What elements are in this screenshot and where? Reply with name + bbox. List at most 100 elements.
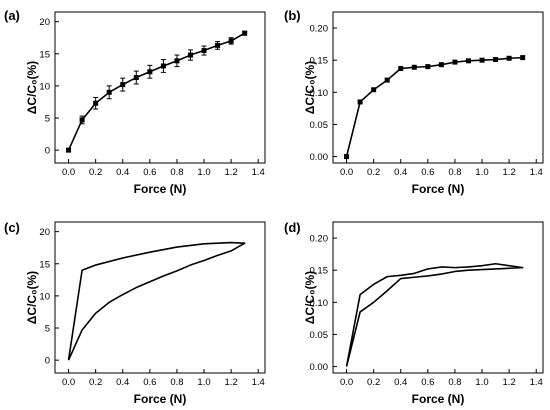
series-line xyxy=(67,241,246,361)
x-tick-label: 0.2 xyxy=(89,377,102,388)
y-tick-label: 15 xyxy=(39,259,50,270)
x-tick-label: 1.0 xyxy=(197,167,210,178)
y-tick-label: 0.15 xyxy=(310,266,329,277)
panel-label: (c) xyxy=(4,220,20,235)
panel-label: (a) xyxy=(4,8,20,23)
y-tick-label: 5 xyxy=(45,324,50,335)
x-tick-label: 1.4 xyxy=(252,377,265,388)
x-tick-label: 0.8 xyxy=(170,167,183,178)
data-point xyxy=(425,64,431,70)
data-point xyxy=(452,59,458,65)
chart-panel-1: (a) 0.0 0.2 0.4 0.6 0.8 1.0 1.2 1.4 0 5 10 15 20 Force… xyxy=(4,8,266,196)
data-point xyxy=(357,99,363,105)
data-point xyxy=(398,66,404,72)
x-tick-label: 1.4 xyxy=(530,377,543,388)
data-point xyxy=(79,117,85,123)
x-tick-label: 1.0 xyxy=(475,377,488,388)
plot-frame xyxy=(332,221,544,374)
x-tick-label: 0.6 xyxy=(143,167,156,178)
y-tick-label: 5 xyxy=(45,114,50,125)
y-tick-label: 0.05 xyxy=(310,120,329,131)
data-point xyxy=(506,55,512,61)
data-point xyxy=(520,55,526,61)
x-tick-label: 0.0 xyxy=(62,377,75,388)
x-tick-label: 0.8 xyxy=(170,377,183,388)
x-tick-label: 0.2 xyxy=(367,377,380,388)
x-tick-label: 0.0 xyxy=(62,167,75,178)
panel-label: (d) xyxy=(284,220,301,235)
data-point xyxy=(147,69,153,75)
y-tick-label: 20 xyxy=(39,17,50,28)
data-point xyxy=(438,62,444,68)
x-tick-label: 0.2 xyxy=(367,167,380,178)
data-point xyxy=(160,63,166,69)
y-tick-label: 0.20 xyxy=(310,234,329,245)
data-point xyxy=(201,48,207,54)
x-tick-label: 0.0 xyxy=(340,167,353,178)
y-tick-label: 0.20 xyxy=(310,24,329,35)
y-tick-label: 0.00 xyxy=(310,362,329,373)
chart-panel-4: (d) 0.0 0.2 0.4 0.6 0.8 1.0 1.2 1.4 0.00 0.05 0.10 0… xyxy=(284,220,544,406)
y-tick-label: 10 xyxy=(39,291,50,302)
y-tick-label: 15 xyxy=(39,49,50,60)
x-tick-label: 0.8 xyxy=(448,377,461,388)
data-point xyxy=(493,57,499,63)
data-point xyxy=(465,58,471,64)
y-tick-label: 0.15 xyxy=(310,56,329,67)
x-tick-label: 0.6 xyxy=(421,167,434,178)
y-axis-label: ΔC/C₀(%) xyxy=(25,61,39,114)
x-tick-label: 0.4 xyxy=(116,167,129,178)
x-axis-label: Force (N) xyxy=(134,392,187,406)
x-tick-label: 0.6 xyxy=(143,377,156,388)
x-tick-label: 1.2 xyxy=(503,167,516,178)
y-tick-label: 0 xyxy=(45,356,50,367)
chart-panel-2: (b) 0.0 0.2 0.4 0.6 0.8 1.0 1.2 1.4 0.00 0.05 0.10 0… xyxy=(284,8,544,196)
y-axis-label: ΔC/C₀(%) xyxy=(303,61,317,114)
chart-panel-3: (c) 0.0 0.2 0.4 0.6 0.8 1.0 1.2 1.4 0 5 10 15 20 Force… xyxy=(4,220,266,406)
plot-frame xyxy=(54,221,266,374)
data-point xyxy=(120,82,126,88)
data-point xyxy=(187,52,193,58)
data-point xyxy=(344,154,350,160)
x-tick-label: 0.0 xyxy=(340,377,353,388)
data-point xyxy=(174,58,180,64)
x-tick-label: 0.4 xyxy=(394,377,407,388)
data-point xyxy=(133,75,139,81)
x-tick-label: 1.0 xyxy=(475,167,488,178)
data-point xyxy=(242,30,248,36)
x-tick-label: 1.2 xyxy=(225,377,238,388)
data-point xyxy=(479,57,485,63)
data-point xyxy=(411,64,417,70)
x-tick-label: 1.4 xyxy=(530,167,543,178)
data-point xyxy=(106,89,112,95)
x-tick-label: 1.0 xyxy=(197,377,210,388)
x-axis-label: Force (N) xyxy=(134,182,187,196)
y-tick-label: 10 xyxy=(39,81,50,92)
x-tick-label: 0.6 xyxy=(421,377,434,388)
series-line xyxy=(345,56,523,157)
x-tick-label: 0.2 xyxy=(89,167,102,178)
series-line xyxy=(67,32,246,151)
y-tick-label: 0 xyxy=(45,146,50,157)
y-tick-label: 0.10 xyxy=(310,298,329,309)
series-line xyxy=(345,262,524,367)
x-tick-label: 0.8 xyxy=(448,167,461,178)
y-tick-label: 0.05 xyxy=(310,330,329,341)
data-point xyxy=(66,147,72,153)
y-axis-label: ΔC/C₀(%) xyxy=(25,271,39,324)
x-tick-label: 1.2 xyxy=(503,377,516,388)
x-axis-label: Force (N) xyxy=(412,182,465,196)
x-tick-label: 0.4 xyxy=(116,377,129,388)
x-tick-label: 0.4 xyxy=(394,167,407,178)
x-tick-label: 1.2 xyxy=(225,167,238,178)
data-point xyxy=(371,87,377,93)
panel-label: (b) xyxy=(284,8,301,23)
data-point xyxy=(384,77,390,83)
plot-frame xyxy=(332,11,544,164)
plot-frame xyxy=(54,11,266,164)
y-tick-label: 0.00 xyxy=(310,152,329,163)
y-tick-label: 20 xyxy=(39,227,50,238)
x-axis-label: Force (N) xyxy=(412,392,465,406)
x-tick-label: 1.4 xyxy=(252,167,265,178)
y-axis-label: ΔC/C₀(%) xyxy=(303,271,317,324)
